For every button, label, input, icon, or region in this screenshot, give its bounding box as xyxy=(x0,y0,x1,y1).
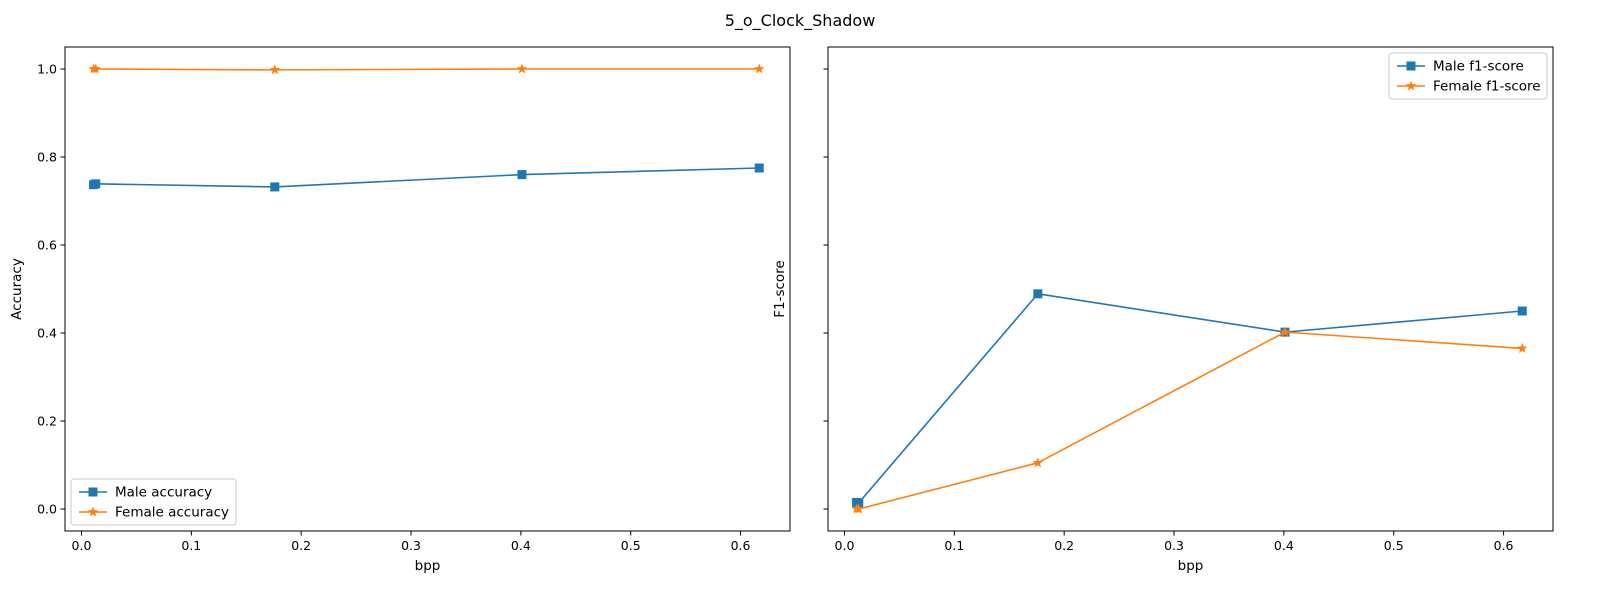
series-0 xyxy=(852,289,1527,508)
data-point xyxy=(516,63,528,74)
legend: Male accuracy Female accuracy xyxy=(70,478,237,526)
y-tick-label: 0.0 xyxy=(37,502,57,517)
data-point xyxy=(854,498,864,508)
legend-label: Male f1-score xyxy=(1433,59,1524,75)
y-tick-label: 0.8 xyxy=(37,150,57,165)
data-point xyxy=(853,503,864,514)
series-0 xyxy=(89,163,764,192)
y-tick-label: 0.6 xyxy=(37,238,57,253)
x-tick-label: 0.4 xyxy=(1274,538,1294,553)
plot-frame xyxy=(64,46,791,532)
data-point xyxy=(1032,457,1044,468)
data-point xyxy=(517,170,527,180)
x-tick-label: 0.2 xyxy=(1054,538,1074,553)
data-point xyxy=(269,64,281,75)
x-axis-label: bpp xyxy=(415,558,441,574)
data-point xyxy=(1517,306,1527,316)
data-point xyxy=(90,63,101,74)
series-line xyxy=(93,68,760,71)
data-point xyxy=(91,179,101,189)
x-tick-label: 0.6 xyxy=(731,538,751,553)
legend-box xyxy=(70,478,237,526)
x-tick-label: 0.3 xyxy=(401,538,421,553)
legend-marker xyxy=(87,506,99,517)
x-tick-label: 0.1 xyxy=(181,538,201,553)
legend-marker xyxy=(1405,80,1417,91)
figure-title: 5_o_Clock_Shadow xyxy=(725,11,876,31)
x-tick-label: 0.2 xyxy=(291,538,311,553)
legend-marker xyxy=(1406,61,1416,71)
x-tick-label: 0.5 xyxy=(621,538,641,553)
data-point xyxy=(754,163,764,173)
y-tick-label: 1.0 xyxy=(37,62,57,77)
x-tick-label: 0.1 xyxy=(944,538,964,553)
series-1 xyxy=(851,326,1528,514)
x-tick-label: 0.3 xyxy=(1164,538,1184,553)
x-tick-label: 0.0 xyxy=(72,538,92,553)
plot-frame xyxy=(827,46,1554,532)
data-point xyxy=(754,63,765,74)
series-1 xyxy=(88,63,765,75)
series-line xyxy=(93,167,760,188)
f1-score-chart: 0.0 0.1 0.2 0.3 0.4 0.5 0.6 bpp F1-score Male f1-… xyxy=(772,46,1554,574)
y-tick-label: 0.2 xyxy=(37,414,57,429)
x-tick-label: 0.4 xyxy=(511,538,531,553)
x-tick-label: 0.6 xyxy=(1494,538,1514,553)
legend-label: Male accuracy xyxy=(115,485,212,501)
accuracy-chart: 0.0 0.1 0.2 0.3 0.4 0.5 0.6 0.0 0.2 0.4 0.6 0.8 1.0 b… xyxy=(9,46,791,574)
x-axis-label: bpp xyxy=(1178,558,1204,574)
data-point xyxy=(1279,326,1291,337)
legend-label: Female f1-score xyxy=(1433,79,1541,95)
data-point xyxy=(1517,342,1528,353)
y-axis-label: Accuracy xyxy=(9,258,25,320)
legend-box xyxy=(1388,52,1548,100)
y-tick-label: 0.4 xyxy=(37,326,57,341)
legend: Male f1-score Female f1-score xyxy=(1388,52,1548,100)
x-tick-label: 0.5 xyxy=(1384,538,1404,553)
data-point xyxy=(1033,289,1043,299)
legend-marker xyxy=(88,487,98,497)
series-line xyxy=(856,331,1523,510)
series-line xyxy=(856,293,1523,504)
legend-label: Female accuracy xyxy=(115,505,229,521)
x-tick-label: 0.0 xyxy=(835,538,855,553)
y-axis-label: F1-score xyxy=(772,260,788,318)
data-point xyxy=(270,182,280,192)
